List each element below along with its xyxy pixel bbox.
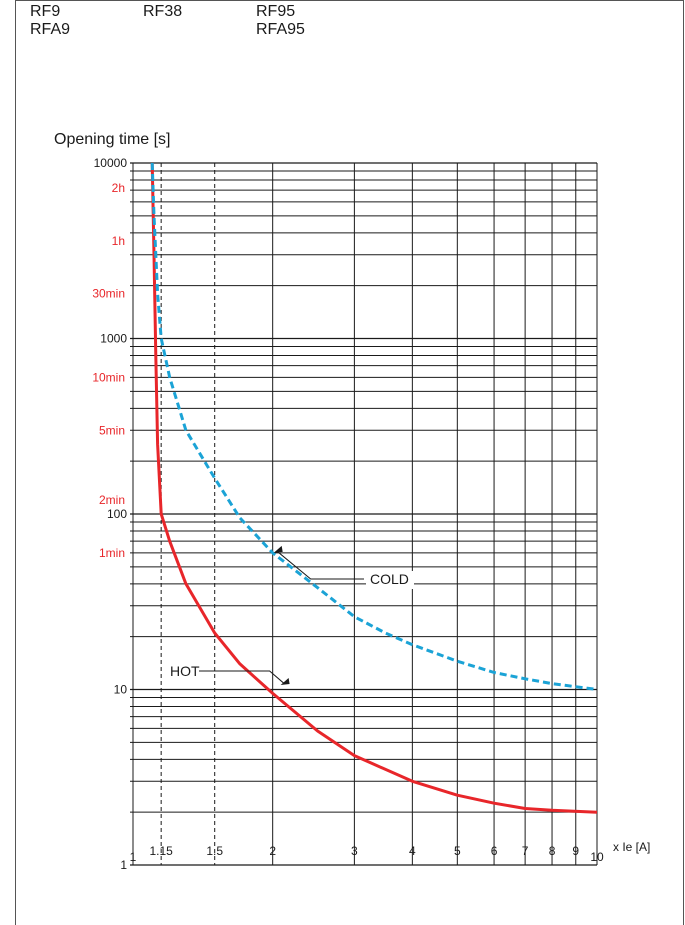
x-tick-label: 4 <box>409 844 416 858</box>
model-group-rf95: RF95 RFA95 <box>256 3 305 39</box>
x-tick-label: 1.15 <box>149 844 173 858</box>
y-tick-label: 100 <box>107 507 127 521</box>
series-line-hot <box>150 162 598 814</box>
model-label: RF38 <box>143 3 183 20</box>
model-group-rf9: RF9 RFA9 <box>30 3 70 39</box>
model-group-rf38: RF38 <box>143 3 182 21</box>
x-tick-label: 1 <box>130 850 137 864</box>
y-time-label: 10min <box>92 370 125 384</box>
chart-frame <box>15 0 684 925</box>
annotation-leader <box>276 550 364 580</box>
annotation-label-bg <box>366 571 414 589</box>
x-tick-label: 6 <box>491 844 498 858</box>
x-tick-label: 9 <box>572 844 579 858</box>
x-tick-label: 8 <box>549 844 556 858</box>
x-tick-label: 7 <box>522 844 529 858</box>
y-tick-label: 1 <box>120 858 127 872</box>
series-line-cold <box>150 162 598 691</box>
grid <box>130 162 598 866</box>
series-group <box>150 162 598 814</box>
annotation-leader <box>199 670 284 684</box>
x-tick-label: 5 <box>454 844 461 858</box>
y-time-label: 1min <box>99 546 125 560</box>
y-time-label: 30min <box>92 287 125 301</box>
annotation-label: COLD <box>370 571 409 587</box>
x-axis-label: x Ie [A] <box>613 840 650 854</box>
y-time-label: 2min <box>99 493 125 507</box>
annotation-arrowhead <box>280 678 290 686</box>
model-label: RFA9 <box>30 21 71 38</box>
y-time-label: 5min <box>99 423 125 437</box>
y-tick-label: 10000 <box>94 156 128 170</box>
x-tick-label: 2 <box>269 844 276 858</box>
y-tick-label: 1000 <box>100 332 127 346</box>
annotation-arrowhead <box>273 545 283 553</box>
model-label: RF95 <box>256 3 296 20</box>
y-tick-label: 10 <box>114 683 128 697</box>
x-tick-label: 3 <box>351 844 358 858</box>
y-time-label: 2h <box>112 181 125 195</box>
x-tick-label: 10 <box>590 850 604 864</box>
annotation-label: HOT <box>170 663 200 679</box>
x-tick-label: 1.5 <box>206 844 223 858</box>
annotations: COLD HOT <box>166 545 414 686</box>
model-label: RFA95 <box>256 21 305 38</box>
y-axis-label: Opening time [s] <box>54 131 171 148</box>
annotation-label-bg <box>166 663 205 681</box>
tick-labels: 1 1.15 1.5 2 3 4 5 6 7 8 9 10 1 10 100 1000 10000 2h 1h 30m… <box>92 156 604 872</box>
model-label: RF9 <box>30 3 61 20</box>
y-time-label: 1h <box>112 234 125 248</box>
